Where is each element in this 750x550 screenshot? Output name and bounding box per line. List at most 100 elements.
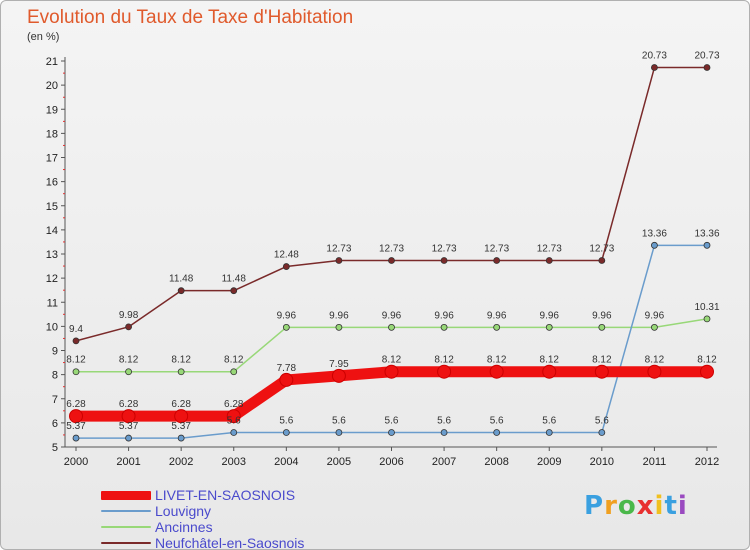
y-tick-label: 18 — [46, 128, 58, 140]
data-point — [440, 257, 448, 264]
data-label: 12.73 — [432, 244, 457, 255]
data-point — [384, 364, 399, 379]
x-tick-label: 2004 — [274, 456, 298, 468]
data-point — [388, 323, 395, 331]
data-point — [72, 434, 80, 442]
logo-letter: P — [584, 491, 605, 521]
x-tick-label: 2003 — [222, 456, 246, 468]
data-label: 6.28 — [171, 399, 191, 410]
data-label: 9.96 — [434, 310, 454, 321]
y-tick-label: 5 — [52, 442, 58, 454]
data-point — [230, 287, 238, 295]
data-label: 7.95 — [329, 359, 349, 370]
data-point — [388, 429, 395, 436]
y-tick-label: 13 — [46, 249, 58, 261]
x-tick-label: 2005 — [327, 456, 351, 468]
data-point — [437, 364, 452, 379]
data-point — [125, 434, 132, 442]
data-point — [226, 409, 241, 424]
data-point — [703, 64, 711, 71]
data-label: 9.96 — [592, 310, 612, 321]
data-point — [230, 368, 238, 376]
data-point — [335, 323, 343, 331]
x-tick-label: 2008 — [484, 456, 508, 468]
proxiti-logo: Proxiti — [584, 491, 688, 521]
data-label: 13.36 — [642, 228, 667, 239]
data-label: 8.12 — [224, 355, 244, 366]
data-label: 9.4 — [69, 324, 83, 335]
legend-label: LIVET-EN-SAOSNOIS — [155, 487, 296, 503]
logo-letter: r — [604, 491, 618, 521]
data-point — [282, 323, 290, 331]
data-point — [703, 241, 711, 249]
logo-letter: x — [636, 491, 655, 521]
y-tick-label: 17 — [46, 153, 58, 165]
data-label: 9.96 — [540, 310, 560, 321]
data-label: 8.12 — [434, 355, 454, 366]
data-label: 12.73 — [379, 244, 404, 255]
y-tick-label: 10 — [46, 321, 58, 333]
data-point — [493, 429, 501, 436]
data-label: 5.6 — [595, 416, 609, 427]
legend-label: Ancinnes — [155, 519, 213, 535]
x-tick-label: 2010 — [590, 456, 614, 468]
data-label: 5.37 — [66, 421, 86, 432]
data-label: 20.73 — [694, 51, 719, 62]
data-label: 5.37 — [119, 421, 139, 432]
data-label: 8.12 — [66, 355, 86, 366]
data-label: 5.6 — [279, 416, 293, 427]
data-point — [121, 409, 136, 424]
data-label: 5.37 — [171, 421, 191, 432]
data-point — [177, 287, 185, 295]
data-point — [545, 429, 553, 436]
data-point — [598, 323, 606, 331]
x-tick-label: 2006 — [379, 456, 403, 468]
data-label: 8.12 — [592, 355, 612, 366]
y-tick-label: 9 — [52, 346, 58, 358]
chart-title: Evolution du Taux de Taxe d'Habitation — [27, 7, 354, 28]
legend-label: Louvigny — [155, 503, 212, 519]
data-point — [331, 368, 346, 383]
data-point — [282, 263, 290, 270]
data-label: 12.73 — [589, 244, 614, 255]
x-tick-label: 2011 — [643, 456, 667, 468]
data-point — [598, 257, 606, 264]
data-label: 5.6 — [332, 416, 346, 427]
data-point — [493, 323, 501, 331]
x-tick-label: 2000 — [64, 456, 88, 468]
legend-item: LIVET-EN-SAOSNOIS — [101, 487, 304, 503]
data-point — [174, 409, 189, 424]
unit-label: (en %) — [27, 31, 60, 43]
data-point — [177, 434, 185, 442]
data-label: 11.48 — [169, 274, 194, 285]
data-label: 8.12 — [540, 355, 560, 366]
data-label: 9.96 — [382, 310, 402, 321]
data-label: 9.96 — [329, 310, 349, 321]
data-point — [440, 323, 448, 331]
data-point — [279, 372, 294, 387]
data-point — [493, 257, 501, 264]
logo-letter: t — [664, 491, 678, 521]
x-tick-label: 2012 — [695, 456, 719, 468]
data-point — [598, 429, 606, 436]
y-tick-label: 21 — [46, 56, 58, 68]
data-label: 11.48 — [222, 274, 247, 285]
legend-swatch — [101, 490, 151, 500]
data-point — [335, 429, 343, 436]
data-label: 5.6 — [542, 416, 556, 427]
y-tick-label: 19 — [46, 104, 58, 116]
data-label: 8.12 — [171, 355, 191, 366]
data-label: 5.6 — [490, 416, 504, 427]
data-label: 13.36 — [694, 228, 719, 239]
data-label: 12.73 — [537, 244, 562, 255]
data-point — [545, 257, 553, 264]
data-label: 6.28 — [224, 399, 244, 410]
data-label: 6.28 — [119, 399, 139, 410]
data-label: 5.6 — [437, 416, 451, 427]
data-label: 10.31 — [694, 302, 719, 313]
legend: LIVET-EN-SAOSNOIS Louvigny Ancinnes Neufchâ… — [101, 487, 304, 549]
logo-letter: o — [617, 491, 637, 521]
data-point — [489, 364, 504, 379]
y-tick-label: 14 — [46, 225, 58, 237]
y-tick-label: 12 — [46, 273, 58, 285]
